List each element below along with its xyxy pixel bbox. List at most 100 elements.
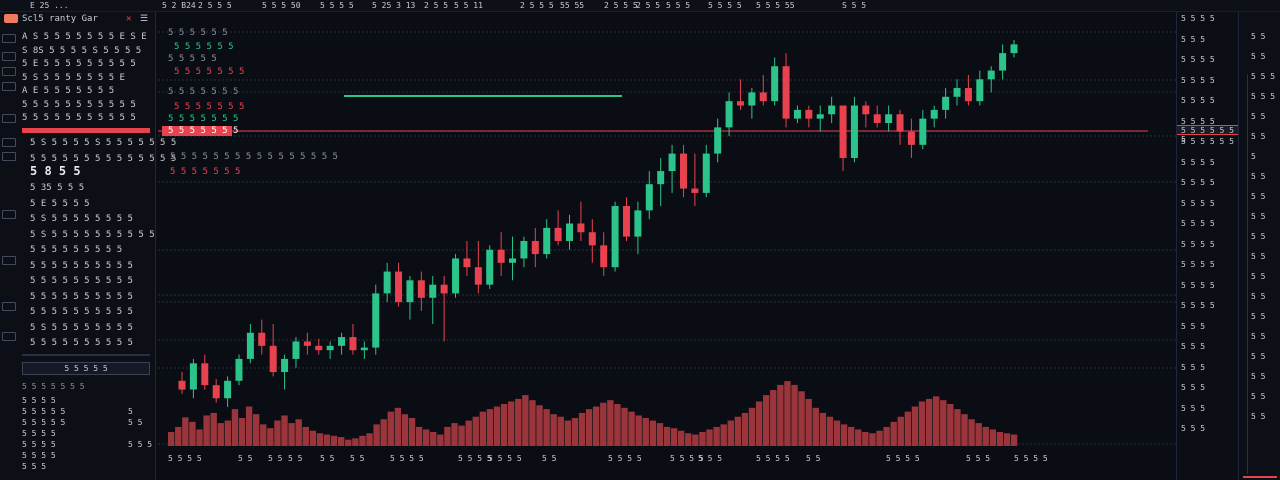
topbar-cell[interactable]: 55 55 [560, 1, 585, 10]
rail-tool-item[interactable]: 5 5 [1251, 172, 1266, 181]
rail-tool-item[interactable]: 5 5 [1251, 32, 1266, 41]
candle-body[interactable] [793, 109, 801, 119]
candle-body[interactable] [873, 114, 881, 124]
candle-body[interactable] [702, 153, 710, 193]
candle-body[interactable] [850, 105, 858, 158]
row-checkbox[interactable] [2, 210, 16, 219]
watchlist-row[interactable]: 5 5 5 5 5 5 5 5 5 5 [30, 307, 133, 317]
row-checkbox[interactable] [2, 302, 16, 311]
topbar-cell[interactable]: 5 5 5 55 [756, 1, 795, 10]
row-checkbox[interactable] [2, 256, 16, 265]
candle-body[interactable] [725, 101, 733, 128]
rail-tool-item[interactable]: 5 5 [1251, 312, 1266, 321]
candle-body[interactable] [964, 88, 972, 102]
candle-body[interactable] [201, 363, 209, 386]
chart-canvas[interactable] [158, 12, 1176, 460]
rail-tool-item[interactable]: 5 5 [1251, 52, 1266, 61]
rail-tool-item[interactable]: 5 5 [1251, 332, 1266, 341]
row-checkbox[interactable] [2, 67, 16, 76]
candle-body[interactable] [862, 105, 870, 115]
candle-body[interactable] [611, 206, 619, 268]
candle-body[interactable] [326, 345, 334, 351]
topbar-cell[interactable]: 5 5 11 [454, 1, 483, 10]
candle-body[interactable] [246, 332, 254, 359]
rail-tool-item[interactable]: 5 5 [1251, 192, 1266, 201]
watchlist-row[interactable]: 5 5 5 5 5 5 5 5 5 5 [30, 292, 133, 302]
candle-body[interactable] [463, 258, 471, 268]
candle-body[interactable] [383, 271, 391, 294]
panel-action-button[interactable]: 5 5 5 5 5 [22, 362, 150, 375]
row-checkbox[interactable] [2, 52, 16, 61]
watchlist-row[interactable]: 5 S 5 5 5 5 5 5 5 5 5 5 [30, 230, 155, 240]
candle-body[interactable] [907, 131, 915, 145]
topbar-cell[interactable]: 5 5 5 50 [262, 1, 301, 10]
watchlist-row[interactable]: 5 S 5 5 5 5 5 5 5 5 [30, 214, 133, 224]
rail-tool-item[interactable]: 5 5 [1251, 412, 1266, 421]
row-checkbox[interactable] [2, 34, 16, 43]
candle-body[interactable] [531, 240, 539, 255]
candle-body[interactable] [736, 101, 744, 106]
candle-body[interactable] [668, 153, 676, 172]
candle-body[interactable] [372, 293, 380, 348]
candle-body[interactable] [349, 337, 357, 351]
topbar-cell[interactable]: 2 5 5 5 [604, 1, 638, 10]
rail-tool-item[interactable]: 5 5 5 [1251, 92, 1276, 101]
candle-body[interactable] [942, 96, 950, 110]
candle-body[interactable] [258, 332, 266, 346]
watchlist-row[interactable]: 5 S 5 5 5 5 5 5 5 E [22, 73, 125, 83]
topbar-cell[interactable]: 5 5 5 5 [320, 1, 354, 10]
candle-body[interactable] [622, 206, 630, 237]
candle-body[interactable] [759, 92, 767, 102]
watchlist-row[interactable]: 5 5 5 5 5 5 5 5 5 5 5 [22, 113, 136, 123]
candle-body[interactable] [178, 380, 186, 390]
candle-body[interactable] [269, 345, 277, 373]
symbol-name[interactable]: Scl5 ranty Gar [22, 14, 98, 24]
candle-body[interactable] [554, 227, 562, 241]
candle-body[interactable] [315, 345, 323, 351]
rail-tool-item[interactable]: 5 5 [1251, 212, 1266, 221]
candle-body[interactable] [281, 358, 289, 373]
row-checkbox[interactable] [2, 114, 16, 123]
candle-body[interactable] [520, 240, 528, 259]
candle-body[interactable] [828, 105, 836, 115]
row-checkbox[interactable] [2, 138, 16, 147]
candle-body[interactable] [782, 66, 790, 119]
candle-body[interactable] [360, 347, 368, 351]
candle-body[interactable] [292, 341, 300, 359]
watchlist-row[interactable]: 5 5 5 5 5 5 5 5 5 5 5 5 5 5 [30, 154, 176, 164]
candle-body[interactable] [645, 184, 653, 211]
watchlist-row[interactable]: 5 5 5 5 5 5 5 5 5 5 [30, 261, 133, 271]
candle-body[interactable] [1010, 44, 1018, 54]
watchlist-row[interactable]: 5 E 5 5 5 5 [30, 199, 90, 209]
candle-body[interactable] [999, 53, 1007, 71]
candle-body[interactable] [679, 153, 687, 189]
candle-body[interactable] [691, 188, 699, 193]
watchlist-row[interactable]: A S 5 5 5 5 5 5 5 E S E [22, 32, 147, 42]
candle-body[interactable] [816, 114, 824, 119]
candle-body[interactable] [338, 337, 346, 346]
candle-body[interactable] [303, 341, 311, 346]
watchlist-row[interactable]: A E 5 5 5 5 5 5 5 [22, 86, 114, 96]
candle-body[interactable] [714, 127, 722, 154]
candle-body[interactable] [497, 249, 505, 263]
candle-body[interactable] [577, 223, 585, 233]
candle-body[interactable] [919, 118, 927, 145]
topbar-cell[interactable]: E 25 ... [30, 1, 69, 10]
rail-tool-item[interactable]: 5 5 [1251, 132, 1266, 141]
indicator-legend-line[interactable]: 5 5 5 5 5 5 [168, 28, 228, 38]
indicator-legend-line[interactable]: 5 5 5 5 5 [168, 54, 217, 64]
candle-body[interactable] [976, 79, 984, 102]
row-checkbox[interactable] [2, 82, 16, 91]
rail-tool-item[interactable]: 5 5 [1251, 112, 1266, 121]
watchlist-row[interactable]: S 8S 5 5 5 5 S 5 5 5 5 [22, 46, 141, 56]
watchlist-row[interactable]: 5 5 5 5 5 5 5 5 5 5 5 [22, 100, 136, 110]
candle-body[interactable] [657, 171, 665, 185]
topbar-cell[interactable]: S 5 5 [842, 1, 867, 10]
topbar-cell[interactable]: 2 5 5 [636, 1, 661, 10]
indicator-legend-line[interactable]: 5 5 5 5 5 5 5 [168, 114, 239, 124]
candle-body[interactable] [509, 258, 517, 263]
candle-body[interactable] [748, 92, 756, 106]
menu-icon[interactable]: ☰ [140, 14, 149, 24]
